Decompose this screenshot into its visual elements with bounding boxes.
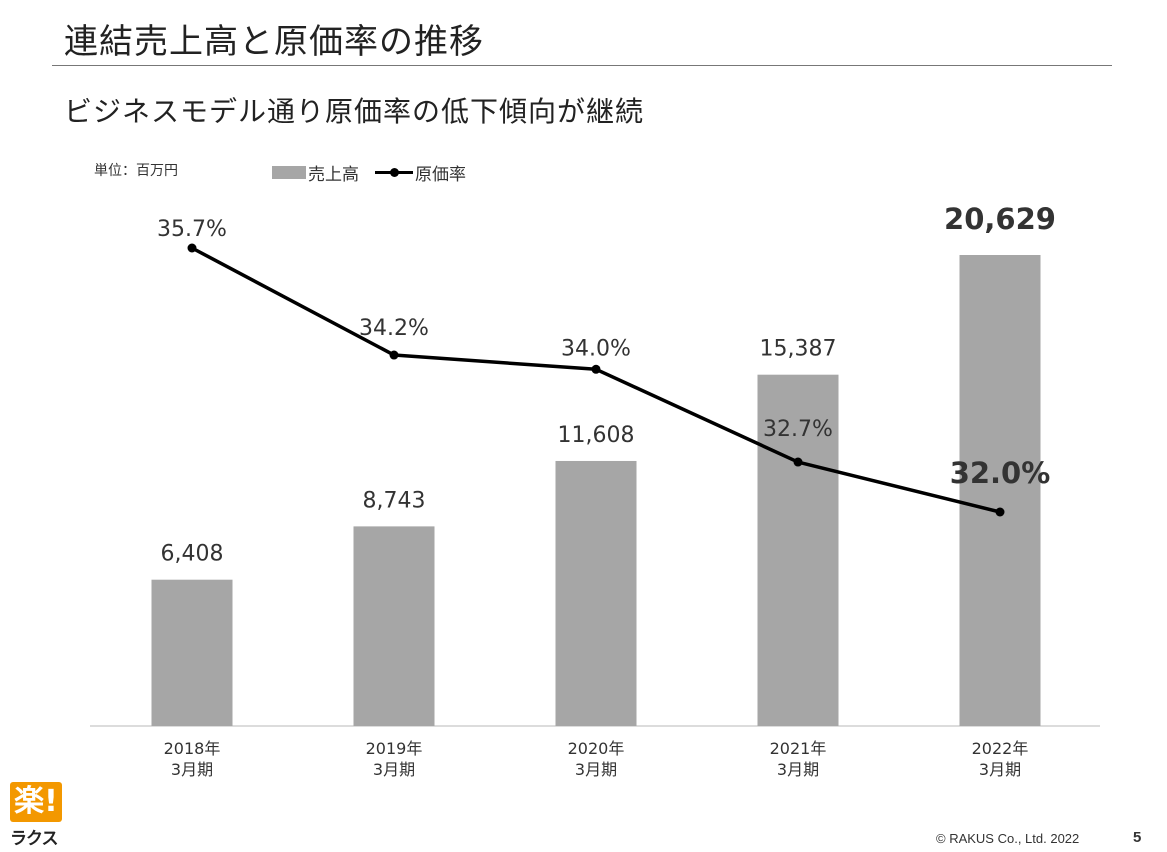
bar-label-4: 20,629 (944, 202, 1056, 236)
line-label-2: 34.0% (561, 336, 631, 361)
bars-layer (151, 255, 1041, 726)
line-point-1 (389, 350, 399, 360)
bar-label-3: 15,387 (760, 337, 837, 362)
bar-4 (959, 255, 1041, 726)
line-label-4: 32.0% (950, 456, 1051, 490)
bar-0 (151, 579, 233, 726)
x-tick-label-4: 2022年 3月期 (972, 739, 1029, 779)
bar-2 (555, 460, 637, 726)
legend-bar-label: 売上高 (308, 164, 359, 185)
line-label-1: 34.2% (359, 316, 429, 341)
rakus-logo: 楽! ラクス (10, 782, 64, 849)
bar-3 (757, 374, 839, 726)
bar-label-0: 6,408 (161, 542, 224, 567)
bar-label-1: 8,743 (363, 488, 426, 513)
x-tick-label-1: 2019年 3月期 (366, 739, 423, 779)
line-point-0 (187, 243, 197, 253)
labels-layer: 6,408 8,743 11,608 15,387 20,629 35.7% 34.2% 34… (157, 202, 1056, 567)
copyright: © RAKUS Co., Ltd. 2022 (936, 831, 1080, 846)
line-point-3 (793, 457, 803, 467)
x-tick-label-3: 2021年 3月期 (770, 739, 827, 779)
line-point-2 (591, 364, 601, 374)
x-tick-label-0: 2018年 3月期 (164, 739, 221, 779)
slide-subtitle: ビジネスモデル通り原価率の低下傾向が継続 (64, 95, 645, 128)
x-axis: 2018年 3月期 2019年 3月期 2020年 3月期 2021年 3月期 2022年 3月期 (164, 739, 1029, 779)
line-point-4 (995, 507, 1005, 517)
slide-title: 連結売上高と原価率の推移 (64, 22, 484, 62)
logo-wordmark: ラクス (10, 829, 59, 849)
unit-label: 単位：百万円 (94, 163, 178, 179)
line-label-3: 32.7% (763, 417, 833, 442)
title-divider (52, 65, 1112, 66)
legend-line-swatch (375, 166, 413, 179)
bar-label-2: 11,608 (558, 423, 635, 448)
line-layer (187, 243, 1005, 517)
page-number: 5 (1133, 829, 1142, 846)
legend-bar-swatch (272, 165, 306, 179)
line-label-0: 35.7% (157, 217, 227, 242)
bar-1 (353, 526, 435, 726)
chart-legend: 売上高 原価率 (272, 161, 466, 185)
x-tick-label-2: 2020年 3月期 (568, 739, 625, 779)
legend-line-label: 原価率 (415, 164, 466, 185)
logo-mark: 楽! (10, 782, 62, 822)
